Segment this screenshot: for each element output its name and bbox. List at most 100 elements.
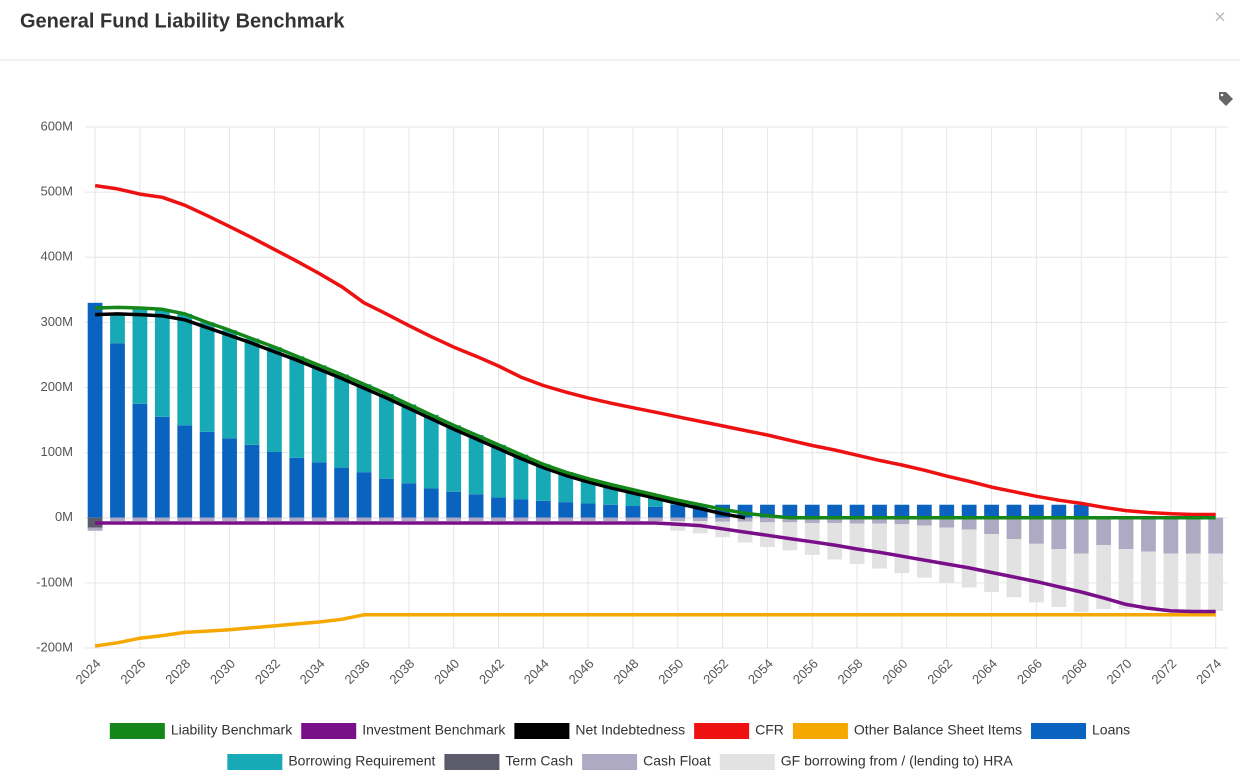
bar-segment	[692, 517, 708, 522]
tag-icon[interactable]	[1219, 92, 1233, 106]
legend-swatch	[582, 754, 638, 770]
x-tick-label: 2030	[207, 656, 238, 687]
legend-swatch	[694, 723, 750, 739]
bar-segment	[87, 517, 103, 528]
legend: Liability Benchmark Investment Benchmark N…	[109, 722, 1130, 770]
legend-item[interactable]: Cash Float	[582, 753, 711, 770]
legend-swatch	[301, 723, 357, 739]
x-tick-label: 2038	[386, 656, 417, 687]
legend-label: Borrowing Requirement	[288, 753, 435, 769]
x-tick-label: 2042	[476, 656, 507, 687]
bar-segment	[1006, 539, 1022, 598]
legend-item[interactable]: Loans	[1031, 722, 1130, 739]
bar-segment	[916, 504, 932, 518]
legend-item[interactable]: Investment Benchmark	[301, 722, 506, 739]
bar-segment	[939, 504, 955, 518]
bar-segment	[513, 517, 529, 522]
bar-segment	[647, 494, 663, 507]
bar-segment	[379, 394, 394, 479]
bar-segment	[199, 431, 215, 518]
x-tick-label: 2032	[252, 656, 283, 687]
bar-segment	[401, 517, 417, 522]
series-line	[95, 305, 1216, 520]
bar-segment	[446, 491, 462, 518]
bar-segment	[154, 416, 170, 518]
legend-label: Loans	[1092, 722, 1130, 738]
bar-segment	[132, 403, 148, 518]
bar-segment	[1073, 504, 1089, 518]
legend-item[interactable]: Other Balance Sheet Items	[792, 722, 1022, 739]
bar-segment	[1051, 517, 1067, 550]
bar-segment	[244, 517, 260, 522]
bar-segment	[894, 524, 910, 574]
bar-segment	[1051, 504, 1067, 518]
bar-segment	[379, 517, 394, 522]
bar-segment	[625, 506, 641, 518]
bar-segment	[154, 309, 170, 417]
series-line	[95, 521, 1216, 614]
bar-segment	[580, 478, 596, 504]
legend-swatch	[719, 754, 775, 770]
x-tick-label: 2050	[655, 656, 686, 687]
legend-item[interactable]: Liability Benchmark	[109, 722, 293, 739]
bar-segment	[1118, 549, 1134, 609]
x-tick-label: 2024	[73, 656, 104, 687]
bar-segment	[558, 502, 574, 518]
legend-swatch	[514, 723, 570, 739]
bar-segment	[804, 504, 820, 518]
bar-segment	[961, 517, 977, 530]
bar-segment	[984, 504, 999, 518]
bar-segment	[468, 517, 484, 522]
legend-item[interactable]: Term Cash	[444, 753, 573, 770]
bar-segment	[625, 517, 641, 522]
bar-segment	[872, 504, 887, 518]
legend-label: Other Balance Sheet Items	[854, 722, 1022, 738]
x-tick-label: 2056	[790, 656, 821, 687]
x-tick-label: 2040	[431, 656, 462, 687]
bar-segment	[1163, 553, 1179, 611]
bar-segment	[782, 504, 798, 518]
bar-segment	[715, 517, 731, 522]
bar-segment	[379, 478, 394, 518]
legend-item[interactable]: Net Indebtedness	[514, 722, 685, 739]
bar-segment	[827, 522, 843, 560]
bar-segment	[1028, 543, 1044, 603]
bar-segment	[401, 483, 417, 518]
bar-segment	[311, 365, 327, 463]
x-tick-label: 2034	[297, 656, 328, 687]
bar-segment	[1028, 517, 1044, 544]
bar-segment	[872, 517, 887, 524]
bar-segment	[222, 330, 237, 439]
bar-segment	[916, 525, 932, 578]
legend-label: Term Cash	[505, 753, 573, 769]
x-tick-label: 2036	[342, 656, 373, 687]
x-tick-label: 2026	[117, 656, 148, 687]
legend-item[interactable]: GF borrowing from / (lending to) HRA	[719, 753, 1014, 770]
bar-segment	[1208, 517, 1224, 554]
bar-segment	[580, 517, 596, 522]
legend-label: Liability Benchmark	[171, 722, 293, 738]
legend-item[interactable]: Borrowing Requirement	[227, 753, 436, 770]
bar-segment	[334, 467, 350, 518]
bar-segment	[289, 517, 305, 522]
bar-segment	[356, 517, 372, 522]
bar-segment	[244, 444, 260, 518]
close-button[interactable]: ×	[1214, 6, 1226, 28]
bar-segment	[647, 517, 663, 522]
bar-segment	[535, 517, 551, 522]
bar-segment	[1141, 551, 1156, 611]
bar-segment	[1185, 517, 1201, 554]
bar-segment	[513, 454, 529, 500]
bar-segment	[468, 494, 484, 518]
bar-segment	[177, 425, 193, 518]
y-tick-label: 400M	[40, 249, 73, 264]
bar-segment	[87, 302, 103, 518]
legend-item[interactable]: CFR	[694, 722, 784, 739]
bar-segment	[468, 435, 484, 495]
legend-label: GF borrowing from / (lending to) HRA	[781, 753, 1014, 769]
bar-segment	[266, 517, 282, 522]
x-tick-label: 2052	[700, 656, 731, 687]
series-line	[95, 312, 746, 520]
bar-segment	[132, 517, 148, 522]
